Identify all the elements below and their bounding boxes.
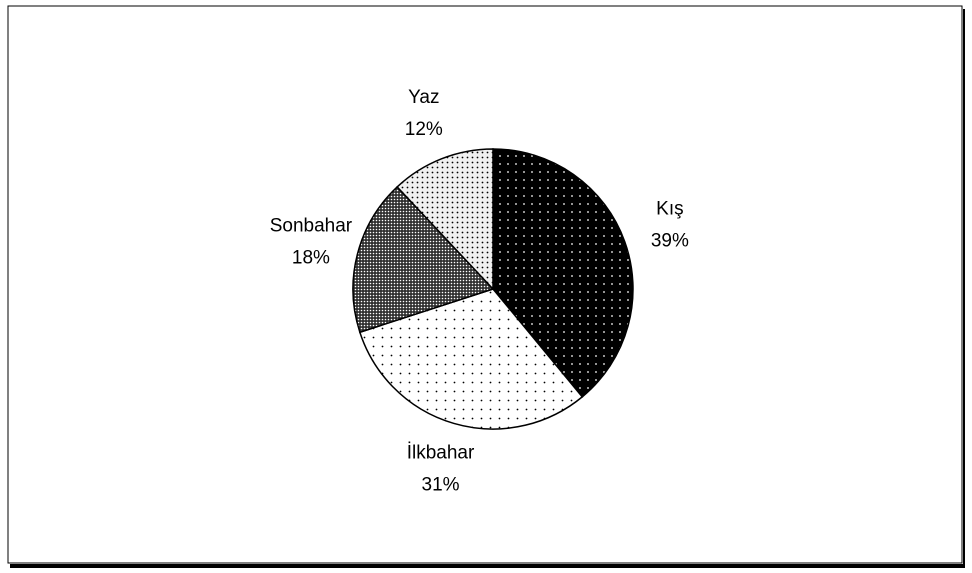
- pie-slice: [358, 288, 584, 430]
- slice-label: İlkbahar: [407, 443, 475, 464]
- slice-label: Kış: [656, 198, 683, 219]
- slice-label: Yaz: [408, 87, 439, 108]
- value-label: 31%: [422, 475, 460, 496]
- pie-slice: [492, 148, 634, 398]
- value-label: 39%: [651, 230, 689, 251]
- value-label: 18%: [292, 247, 330, 268]
- value-label: 12%: [405, 119, 443, 140]
- slice-label: Sonbahar: [270, 215, 353, 236]
- pie-slice: [352, 185, 495, 334]
- pie-slice: [396, 148, 494, 291]
